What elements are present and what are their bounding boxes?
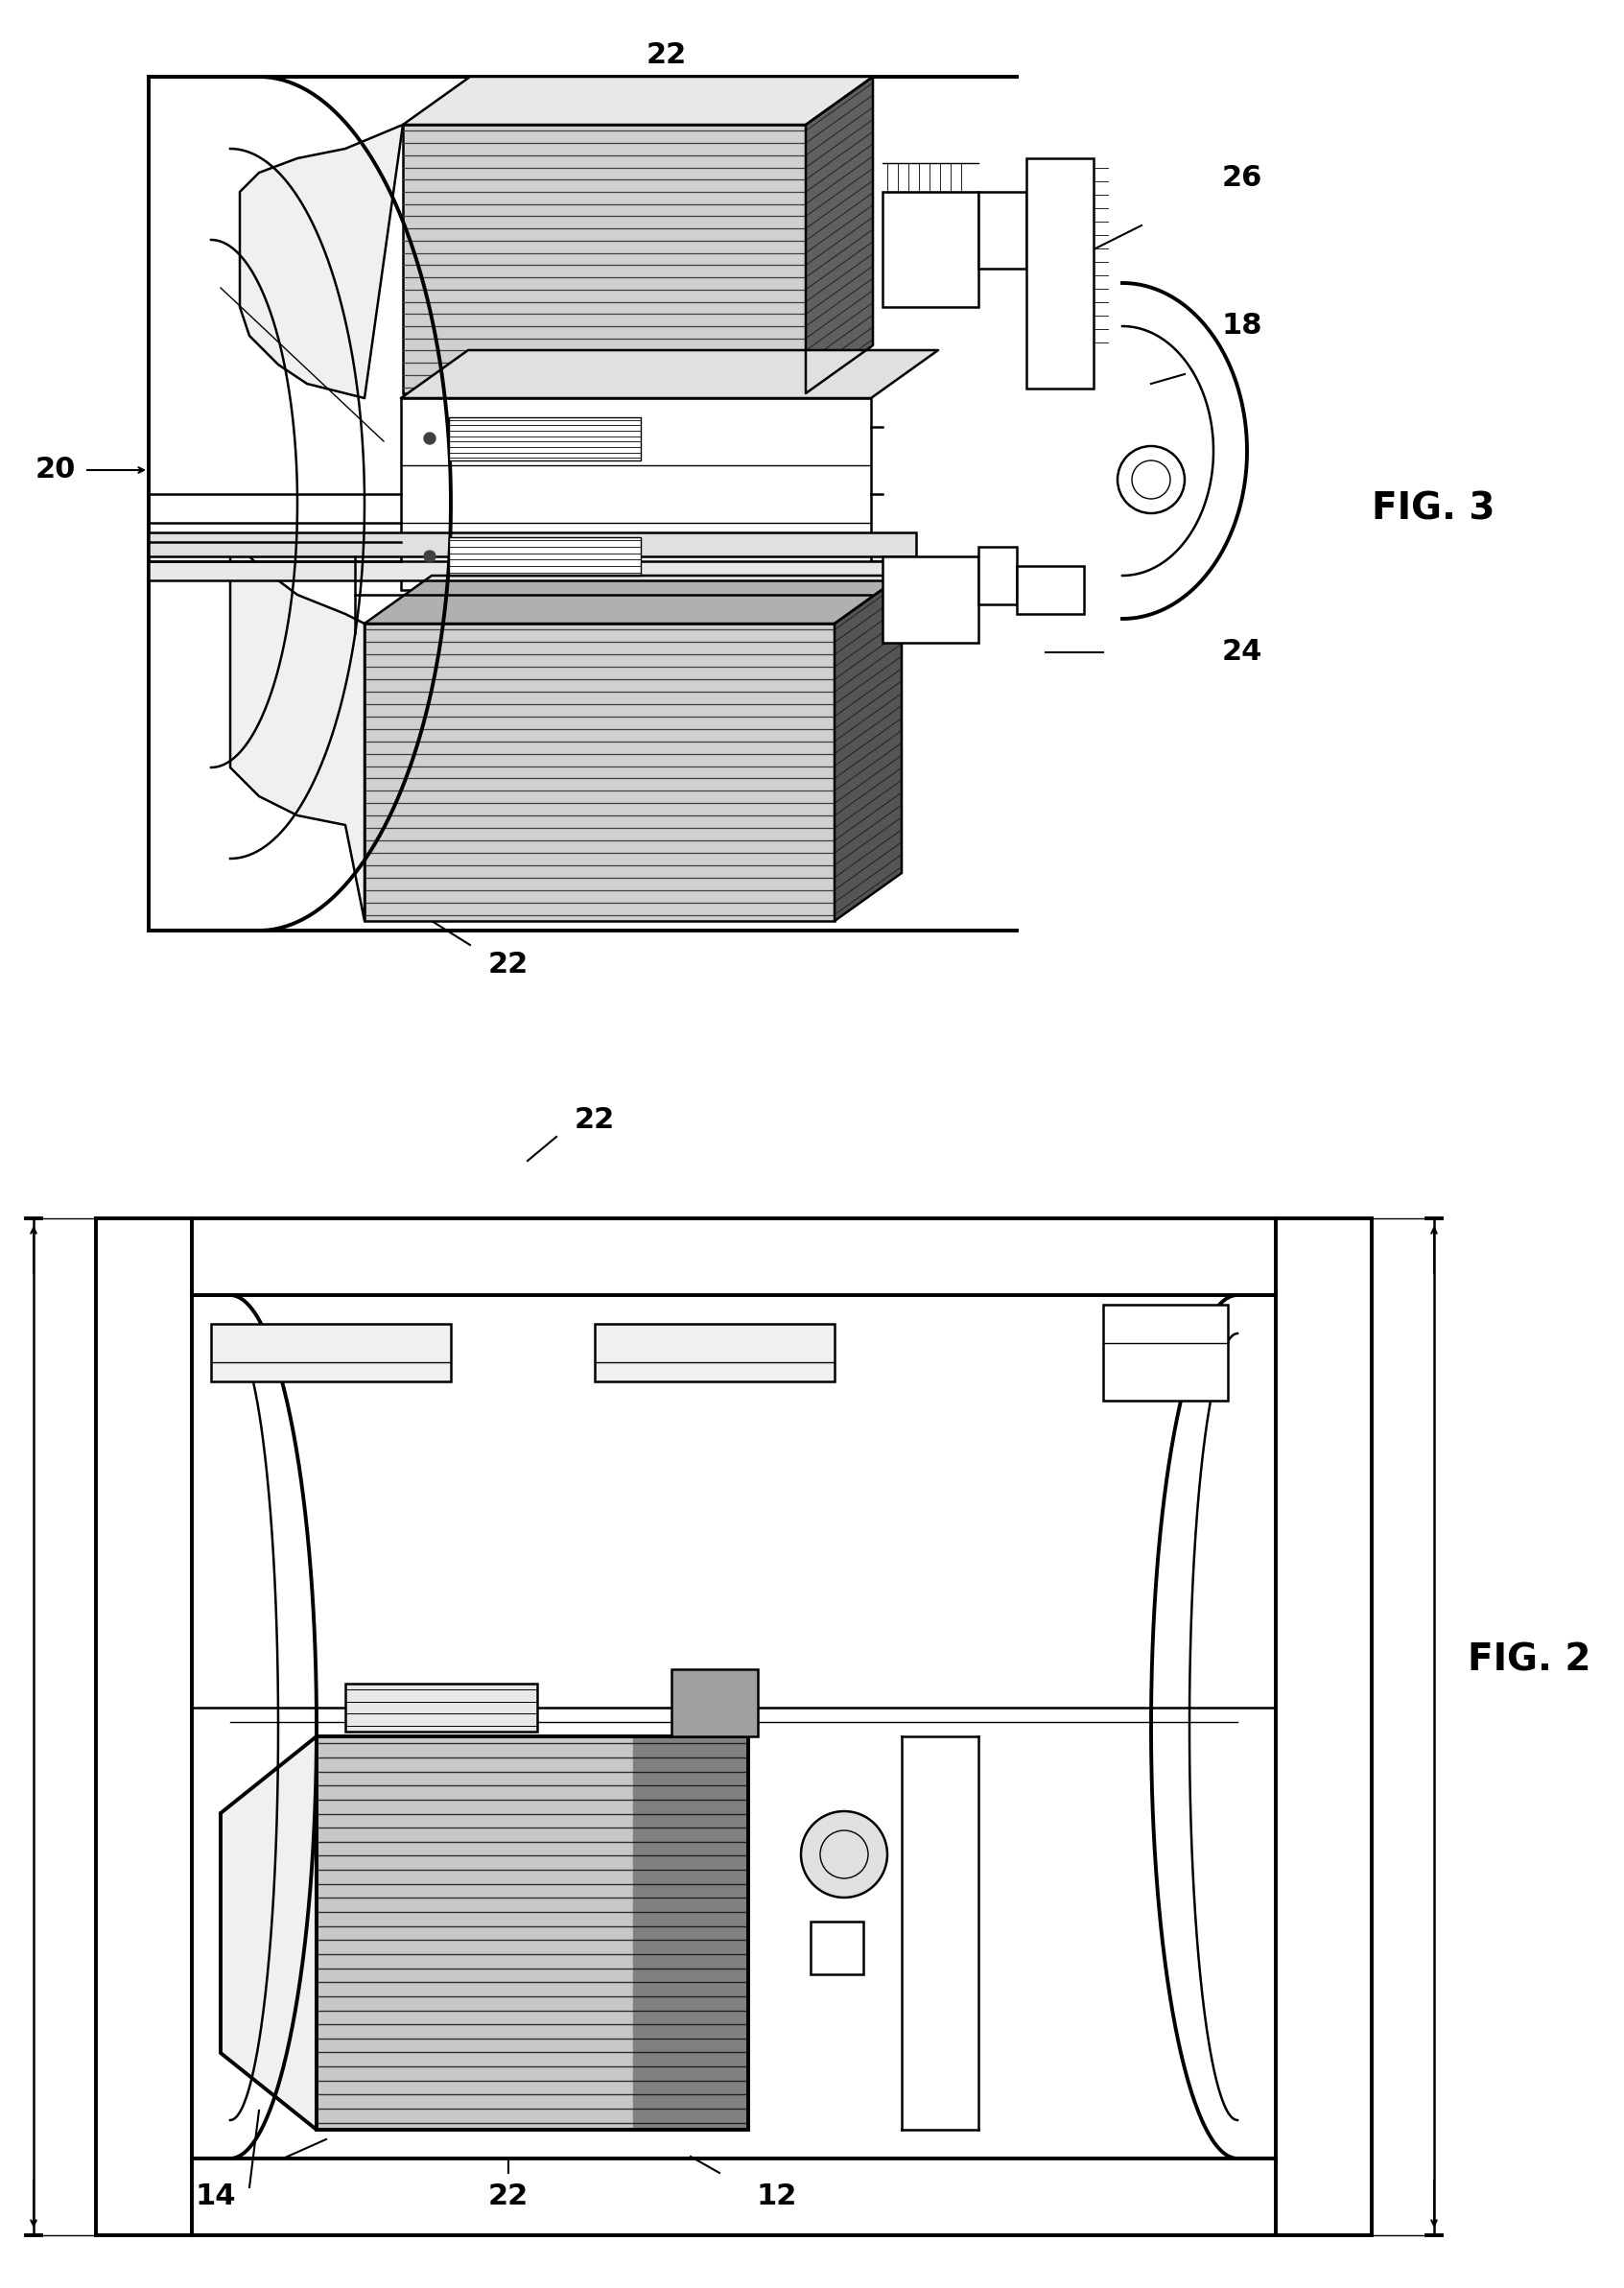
Text: 22: 22: [646, 41, 687, 69]
Text: 26: 26: [1221, 162, 1262, 192]
Bar: [211, 1325, 451, 1382]
Text: 20: 20: [36, 455, 76, 485]
Polygon shape: [633, 1737, 749, 2130]
Bar: [1026, 158, 1093, 389]
Circle shape: [424, 551, 435, 563]
Polygon shape: [403, 126, 806, 394]
Text: FIG. 2: FIG. 2: [1468, 1640, 1592, 1677]
Polygon shape: [364, 577, 901, 625]
Polygon shape: [403, 78, 874, 126]
Bar: [882, 556, 978, 643]
Bar: [671, 1670, 758, 1737]
Text: 24: 24: [1221, 638, 1262, 666]
Bar: [1017, 565, 1083, 613]
Text: 18: 18: [1221, 311, 1262, 341]
Bar: [401, 398, 870, 590]
Bar: [149, 533, 916, 556]
Text: FIG. 3: FIG. 3: [1372, 490, 1496, 526]
Polygon shape: [806, 78, 874, 394]
Bar: [1103, 1304, 1228, 1400]
Polygon shape: [240, 126, 403, 398]
Bar: [448, 538, 641, 577]
Bar: [317, 1737, 749, 2130]
Polygon shape: [231, 538, 364, 922]
Bar: [448, 416, 641, 460]
Bar: [810, 1922, 864, 1975]
Bar: [149, 561, 916, 581]
Polygon shape: [401, 350, 939, 398]
Bar: [594, 1325, 835, 1382]
Bar: [346, 1684, 538, 1732]
Text: 22: 22: [575, 1107, 615, 1135]
Bar: [403, 126, 806, 394]
Circle shape: [801, 1812, 887, 1897]
Circle shape: [424, 432, 435, 444]
Text: 14: 14: [195, 2183, 235, 2210]
Text: 12: 12: [757, 2183, 797, 2210]
Bar: [364, 625, 835, 922]
Text: 22: 22: [489, 950, 529, 977]
Bar: [978, 192, 1026, 268]
Text: 22: 22: [489, 2183, 529, 2210]
Polygon shape: [835, 577, 901, 922]
Polygon shape: [221, 1737, 317, 2130]
Bar: [882, 192, 978, 307]
Bar: [978, 547, 1017, 604]
